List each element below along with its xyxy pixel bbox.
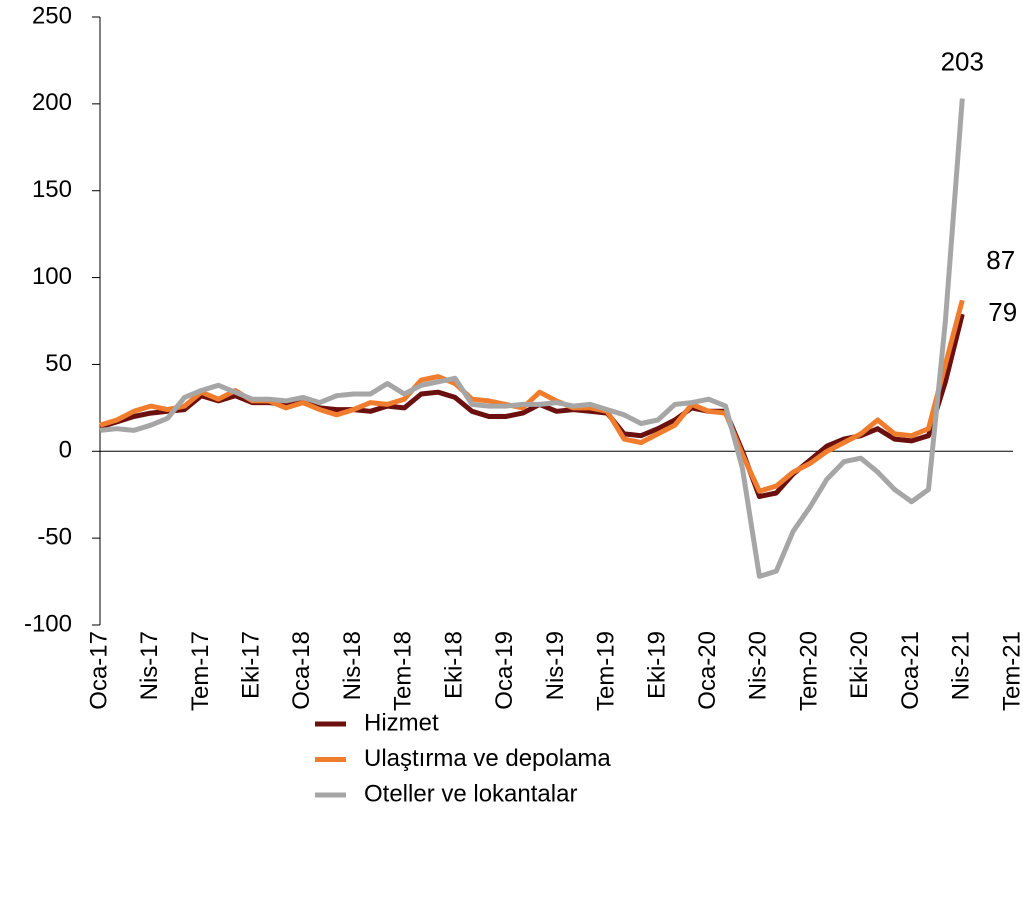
- x-tick-label: Nis-21: [948, 631, 975, 700]
- y-tick-label: -100: [24, 610, 72, 637]
- x-tick-label: Eki-18: [440, 631, 467, 699]
- legend-label: Ulaştırma ve depolama: [364, 745, 611, 772]
- x-tick-label: Tem-21: [998, 631, 1023, 711]
- data-label: 87: [986, 245, 1015, 275]
- y-tick-label: 50: [45, 350, 72, 377]
- x-tick-label: Nis-17: [136, 631, 163, 700]
- x-tick-label: Tem-19: [593, 631, 620, 711]
- y-tick-label: 100: [32, 263, 72, 290]
- y-tick-label: 150: [32, 176, 72, 203]
- x-tick-label: Nis-19: [542, 631, 569, 700]
- data-label: 203: [941, 47, 984, 77]
- y-tick-label: 200: [32, 89, 72, 116]
- x-tick-label: Oca-19: [491, 631, 518, 710]
- x-tick-label: Eki-17: [238, 631, 265, 699]
- series-line: [99, 299, 965, 494]
- x-tick-label: Tem-18: [390, 631, 417, 711]
- series-line: [99, 98, 965, 579]
- x-tick-label: Oca-17: [85, 631, 112, 710]
- legend-label: Hizmet: [364, 709, 439, 736]
- x-tick-label: Nis-18: [339, 631, 366, 700]
- x-tick-label: Tem-20: [795, 631, 822, 711]
- x-tick-label: Nis-20: [745, 631, 772, 700]
- series-line: [99, 313, 965, 499]
- x-tick-label: Oca-21: [897, 631, 924, 710]
- x-tick-label: Oca-18: [288, 631, 315, 710]
- x-tick-label: Eki-20: [846, 631, 873, 699]
- x-tick-label: Eki-19: [643, 631, 670, 699]
- x-tick-label: Oca-20: [694, 631, 721, 710]
- y-tick-label: -50: [37, 523, 72, 550]
- y-tick-label: 250: [32, 2, 72, 29]
- legend-label: Oteller ve lokantalar: [364, 780, 577, 807]
- x-tick-label: Tem-17: [187, 631, 214, 711]
- y-tick-label: 0: [59, 437, 72, 464]
- data-label: 79: [988, 297, 1017, 327]
